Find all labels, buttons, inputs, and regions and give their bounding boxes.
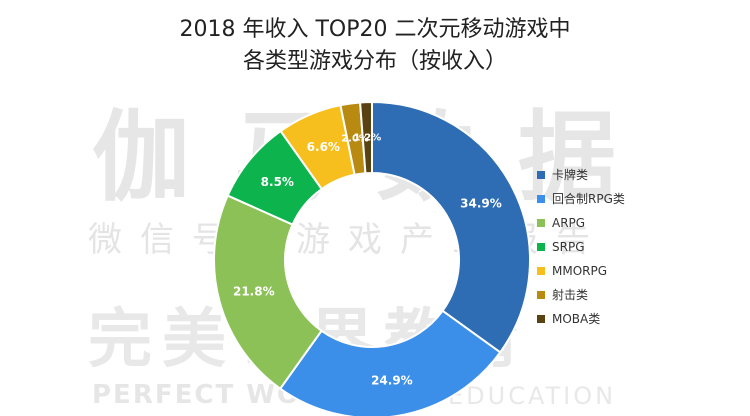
- slice-1: [278, 309, 502, 416]
- legend-label-4: MMORPG: [552, 264, 608, 278]
- slice-label-5: 2.0%: [341, 134, 369, 145]
- legend-swatch-4: [537, 266, 545, 275]
- slice-label-3: 8.5%: [261, 175, 294, 189]
- slice-label-0: 34.9%: [460, 197, 502, 211]
- legend-swatch-3: [537, 242, 545, 251]
- slice-label-1: 24.9%: [371, 373, 413, 387]
- slice-label-6: 1.2%: [354, 133, 382, 144]
- legend-swatch-1: [537, 194, 545, 203]
- legend-item-6: MOBA类: [537, 307, 625, 331]
- legend-label-5: 射击类: [552, 288, 589, 302]
- legend-item-2: ARPG: [537, 211, 625, 235]
- chart-title-line-1: 2018 年收入 TOP20 二次元移动游戏中: [179, 17, 571, 42]
- legend-item-1: 回合制RPG类: [537, 187, 625, 211]
- slices-group: [213, 100, 531, 416]
- chart-title-line-2: 各类型游戏分布（按收入）: [242, 49, 507, 74]
- chart-title: 2018 年收入 TOP20 二次元移动游戏中 各类型游戏分布（按收入）: [0, 14, 750, 78]
- labels-group: 34.9% 24.9% 21.8% 8.5% 6.6%2.0%1.2%: [233, 133, 502, 388]
- legend-label-6: MOBA类: [552, 312, 601, 326]
- legend-item-5: 射击类: [537, 283, 625, 307]
- legend-item-3: SRPG: [537, 235, 625, 259]
- slice-0: [371, 100, 531, 354]
- legend-label-3: SRPG: [552, 240, 585, 254]
- legend-label-0: 卡牌类: [552, 168, 589, 182]
- legend-item-0: 卡牌类: [537, 163, 625, 187]
- legend-swatch-6: [537, 314, 545, 323]
- legend-label-1: 回合制RPG类: [552, 192, 625, 206]
- slice-label-4: 6.6%: [307, 140, 340, 154]
- legend-item-4: MMORPG: [537, 259, 625, 283]
- slice-2: [213, 194, 323, 391]
- slice-6: [359, 100, 373, 175]
- chart-legend: 卡牌类回合制RPG类 ARPG SRPG MMORPG 射击类 MOBA类: [537, 163, 625, 331]
- legend-swatch-5: [537, 290, 545, 299]
- slice-label-2: 21.8%: [233, 285, 275, 299]
- legend-swatch-2: [537, 218, 545, 227]
- legend-swatch-0: [537, 170, 545, 179]
- legend-label-2: ARPG: [552, 216, 586, 230]
